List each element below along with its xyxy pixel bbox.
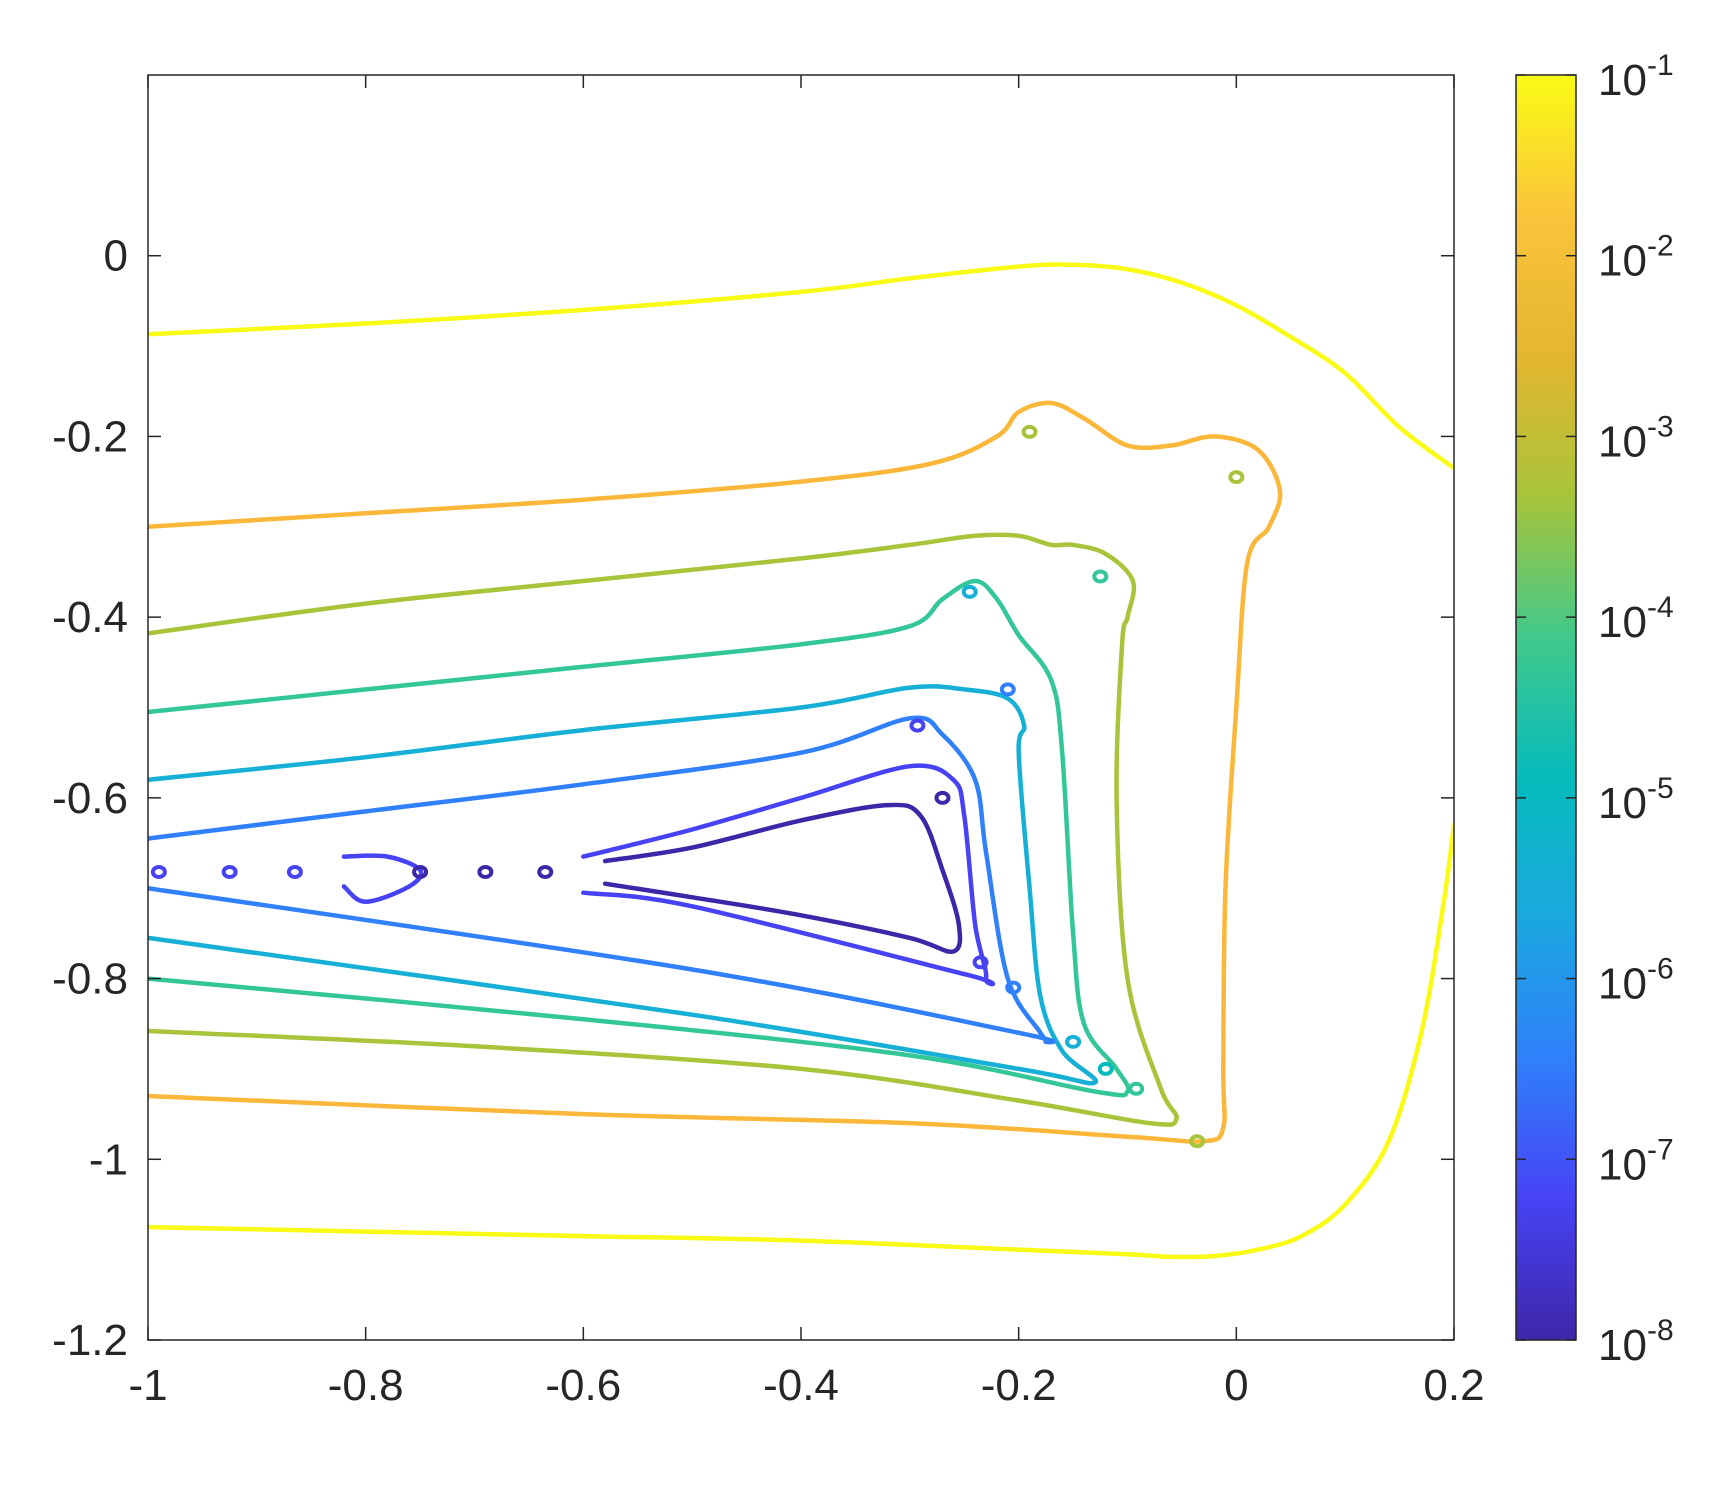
contour-level-3-path-0 xyxy=(148,532,1179,1127)
contour-island-15 xyxy=(1065,1034,1082,1049)
colorbar-tick-label-5: 10-6 xyxy=(1598,953,1674,1009)
y-tick-label-1: -0.2 xyxy=(52,412,128,461)
x-tick-label-1: -0.8 xyxy=(328,1361,404,1410)
colorbar-tick-label-1: 10-2 xyxy=(1598,230,1674,286)
contour-island-1 xyxy=(1228,470,1245,485)
colorbar-tick-label-4: 10-5 xyxy=(1598,772,1674,828)
x-tick-label-5: 0 xyxy=(1224,1361,1248,1410)
x-tick-label-2: -0.6 xyxy=(545,1361,621,1410)
contour-island-16 xyxy=(1097,1061,1114,1076)
contour-islands xyxy=(150,424,1245,1149)
colorbar: 10-1 10-2 10-3 10-4 10-5 10-6 10-7 10-8 xyxy=(1515,49,1674,1370)
colorbar-gradient xyxy=(1515,74,1577,1341)
y-tick-label-5: -1 xyxy=(89,1135,128,1184)
contour-island-3 xyxy=(961,584,978,599)
x-tick-label-0: -1 xyxy=(128,1361,167,1410)
contour-level-1-path-0 xyxy=(148,262,1454,471)
contour-island-12 xyxy=(537,864,554,879)
contour-island-17 xyxy=(1128,1081,1145,1096)
contour-level-1-path-1 xyxy=(148,822,1454,1260)
contour-island-9 xyxy=(286,864,303,879)
contour-island-0 xyxy=(1021,424,1038,439)
colorbar-tick-label-0: 10-1 xyxy=(1598,49,1674,105)
axes: -1 -0.8 -0.6 -0.4 -0.2 0 0.2 0 -0.2 -0.4 -0.6 -0.8 -… xyxy=(52,74,1485,1410)
contour-island-7 xyxy=(150,864,167,879)
contour-level-2-path-0 xyxy=(148,400,1283,1144)
contour-level-6-path-0 xyxy=(148,715,1056,1045)
contour-lines xyxy=(148,262,1454,1260)
x-tick-label-4: -0.2 xyxy=(981,1361,1057,1410)
colorbar-tick-label-2: 10-3 xyxy=(1598,410,1674,466)
contour-island-2 xyxy=(1092,569,1109,584)
contour-island-13 xyxy=(972,955,989,970)
y-tick-label-0: 0 xyxy=(104,232,128,281)
y-tick-label-6: -1.2 xyxy=(52,1316,128,1365)
contour-island-11 xyxy=(477,864,494,879)
contour-level-7-path-0 xyxy=(581,763,996,987)
x-tick-label-6: 0.2 xyxy=(1423,1361,1484,1410)
colorbar-tick-label-3: 10-4 xyxy=(1598,591,1674,647)
contour-island-5 xyxy=(909,718,926,733)
contour-island-4 xyxy=(999,682,1016,697)
contour-level-5-path-0 xyxy=(148,684,1099,1086)
x-tick-label-3: -0.4 xyxy=(763,1361,839,1410)
contour-island-18 xyxy=(1189,1134,1206,1149)
y-tick-label-4: -0.8 xyxy=(52,955,128,1004)
y-tick-label-2: -0.4 xyxy=(52,593,128,642)
colorbar-tick-label-6: 10-7 xyxy=(1598,1133,1674,1189)
contour-level-8-path-0 xyxy=(602,802,963,955)
contour-island-8 xyxy=(221,864,238,879)
colorbar-tick-label-7: 10-8 xyxy=(1598,1314,1674,1370)
contour-island-10 xyxy=(412,864,429,879)
contour-island-6 xyxy=(934,790,951,805)
contour-island-14 xyxy=(1005,980,1022,995)
contour-level-4-path-0 xyxy=(148,578,1131,1098)
y-tick-label-3: -0.6 xyxy=(52,774,128,823)
